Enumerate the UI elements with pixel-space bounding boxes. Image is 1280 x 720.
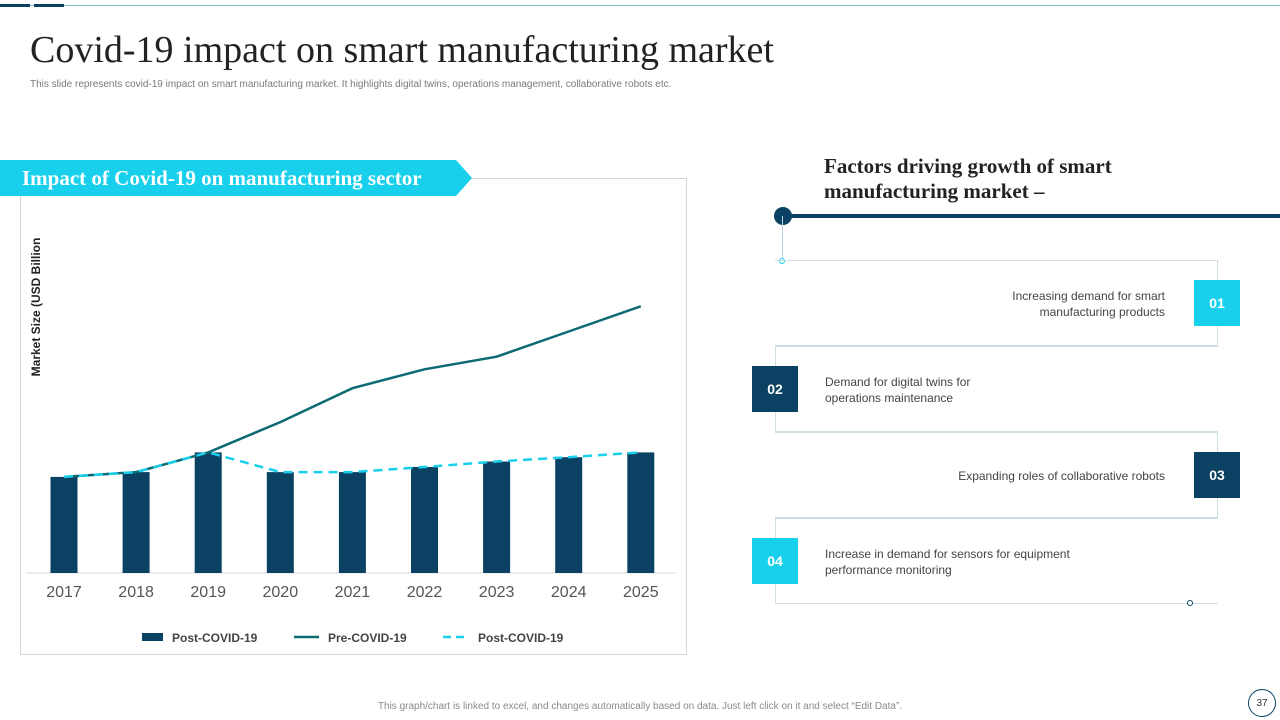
banner-title: Impact of Covid-19 on manufacturing sect… xyxy=(22,166,422,190)
x-tick-label: 2017 xyxy=(46,584,82,601)
legend-label: Post-COVID-19 xyxy=(478,631,564,645)
timeline-start-dot xyxy=(774,207,792,225)
x-tick-label: 2025 xyxy=(623,584,659,601)
bar-2020[interactable] xyxy=(266,472,294,573)
bar-2021[interactable] xyxy=(338,472,366,573)
x-tick-label: 2022 xyxy=(407,584,443,601)
factor-number-badge: 01 xyxy=(1194,280,1240,326)
series-line-post-covid xyxy=(63,451,641,479)
bar-2022[interactable] xyxy=(411,467,438,573)
timeline-end-node xyxy=(1187,600,1193,606)
market-size-chart[interactable]: Market Size (USD Billion 2017 2018 2019 202… xyxy=(21,179,688,656)
factor-text: Increasing demand for smart manufacturin… xyxy=(1012,289,1165,319)
bar-2024[interactable] xyxy=(555,457,583,573)
legend-label: Pre-COVID-19 xyxy=(328,631,407,645)
bar-series xyxy=(50,452,655,574)
factors-heading: Factors driving growth of smart manufact… xyxy=(824,154,1112,203)
page-number: 37 xyxy=(1248,689,1276,717)
timeline-node xyxy=(779,258,785,264)
legend-swatch-bar xyxy=(142,633,163,641)
x-tick-label: 2020 xyxy=(263,584,299,601)
bar-2018[interactable] xyxy=(122,472,150,573)
chart-legend: Post-COVID-19 Pre-COVID-19 Post-COVID-19 xyxy=(142,631,564,645)
x-tick-label: 2019 xyxy=(190,584,226,601)
chart-container[interactable]: Market Size (USD Billion 2017 2018 2019 202… xyxy=(20,178,687,655)
factor-number-badge: 04 xyxy=(752,538,798,584)
series-line-pre-covid xyxy=(63,305,642,479)
factor-text: Demand for digital twins for operations … xyxy=(825,375,971,405)
section-banner: Impact of Covid-19 on manufacturing sect… xyxy=(0,160,472,196)
heading-rule xyxy=(783,214,1280,218)
factor-text: Expanding roles of collaborative robots xyxy=(958,469,1165,483)
factor-text: Increase in demand for sensors for equip… xyxy=(825,547,1070,577)
bar-2025[interactable] xyxy=(627,452,655,573)
bar-2023[interactable] xyxy=(483,461,511,574)
factor-number-badge: 03 xyxy=(1194,452,1240,498)
footer-note: This graph/chart is linked to excel, and… xyxy=(377,701,903,712)
x-tick-labels: 2017 2018 2019 2020 2021 2022 2023 2024 2025 xyxy=(46,584,658,601)
x-tick-label: 2018 xyxy=(118,584,154,601)
top-accent-bar xyxy=(0,4,30,7)
x-tick-label: 2023 xyxy=(479,584,515,601)
x-tick-label: 2024 xyxy=(551,584,587,601)
top-accent-bar xyxy=(34,4,64,7)
factor-number-badge: 02 xyxy=(752,366,798,412)
bar-2017[interactable] xyxy=(50,476,78,573)
page-subtitle: This slide represents covid-19 impact on… xyxy=(30,79,672,90)
page-title: Covid-19 impact on smart manufacturing m… xyxy=(30,29,774,71)
legend-label: Post-COVID-19 xyxy=(172,631,258,645)
timeline-connector xyxy=(782,216,783,261)
y-axis-label: Market Size (USD Billion xyxy=(29,238,43,377)
x-tick-label: 2021 xyxy=(335,584,371,601)
bar-2019[interactable] xyxy=(194,452,222,573)
top-rule xyxy=(0,5,1280,6)
